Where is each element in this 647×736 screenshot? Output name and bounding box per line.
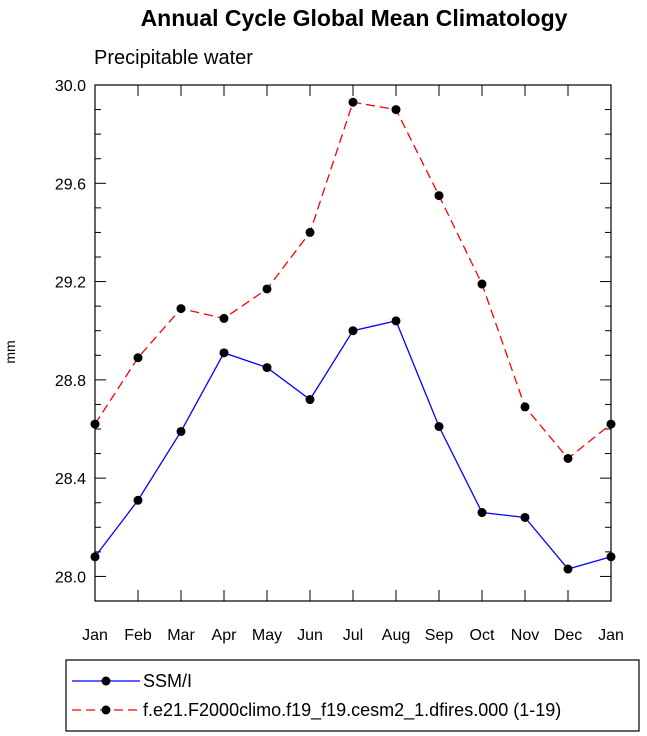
series-line-0 xyxy=(94,320,612,570)
chart-subtitle: Precipitable water xyxy=(94,47,253,69)
series-0-point xyxy=(477,508,487,518)
x-tick-label: Oct xyxy=(470,627,495,644)
y-tick-label: 29.6 xyxy=(55,176,86,193)
legend-marker-0 xyxy=(101,676,111,686)
y-tick-label: 28.0 xyxy=(55,569,86,586)
series-1-point xyxy=(262,284,272,294)
x-tick-label: Mar xyxy=(167,627,195,644)
x-tick-label: Jan xyxy=(82,627,108,644)
x-tick-label: Nov xyxy=(511,627,539,644)
series-0-point xyxy=(434,422,444,432)
series-line-1 xyxy=(94,101,612,460)
data-series xyxy=(90,97,616,574)
series-0-point xyxy=(520,512,530,522)
series-1-point xyxy=(520,402,530,412)
series-1-point xyxy=(133,353,143,363)
series-1-point xyxy=(348,97,358,107)
y-tick-label: 28.4 xyxy=(55,471,86,488)
legend-marker-1 xyxy=(101,705,111,715)
y-tick-label: 29.2 xyxy=(55,275,86,292)
series-0-point xyxy=(219,348,229,358)
series-1-point xyxy=(391,105,401,115)
x-tick-label: Jun xyxy=(297,627,323,644)
series-0-point xyxy=(262,363,272,373)
series-0-point xyxy=(305,395,315,405)
y-tick-labels: 28.0 28.4 28.8 29.2 29.6 30.0 xyxy=(55,78,86,586)
legend-box xyxy=(65,659,640,732)
series-1-point xyxy=(434,191,444,201)
series-0-point xyxy=(133,495,143,505)
y-tick-label: 28.8 xyxy=(55,373,86,390)
chart-title: Annual Cycle Global Mean Climatology xyxy=(141,5,568,31)
legend-label-0: SSM/I xyxy=(143,671,192,691)
series-0-point xyxy=(348,326,358,336)
series-0-point xyxy=(391,316,401,326)
x-tick-label: Sep xyxy=(425,627,454,644)
series-1-point xyxy=(305,227,315,237)
x-tick-label: Aug xyxy=(382,627,410,644)
series-0-point xyxy=(176,426,186,436)
x-tick-label: Apr xyxy=(212,627,238,644)
plot-frame xyxy=(94,84,612,602)
x-tick-labels: Jan Feb Mar Apr May Jun Jul Aug Sep Oct Nov Dec Jan xyxy=(82,627,624,644)
legend-label-1: f.e21.F2000climo.f19_f19.cesm2_1.dfires.… xyxy=(143,700,561,721)
x-tick-label: Jan xyxy=(598,627,624,644)
y-tick-label: 30.0 xyxy=(55,78,86,95)
x-tick-label: Jul xyxy=(343,627,363,644)
x-tick-label: May xyxy=(252,627,282,644)
y-axis-label: mm xyxy=(2,340,18,363)
series-0-point xyxy=(563,564,573,574)
series-1-point xyxy=(563,453,573,463)
x-tick-label: Feb xyxy=(124,627,152,644)
series-1-point xyxy=(219,313,229,323)
series-1-point xyxy=(477,279,487,289)
series-1-point xyxy=(176,304,186,314)
legend: SSM/I f.e21.F2000climo.f19_f19.cesm2_1.df… xyxy=(65,659,640,732)
x-tick-label: Dec xyxy=(554,627,582,644)
axis-ticks xyxy=(94,84,612,602)
